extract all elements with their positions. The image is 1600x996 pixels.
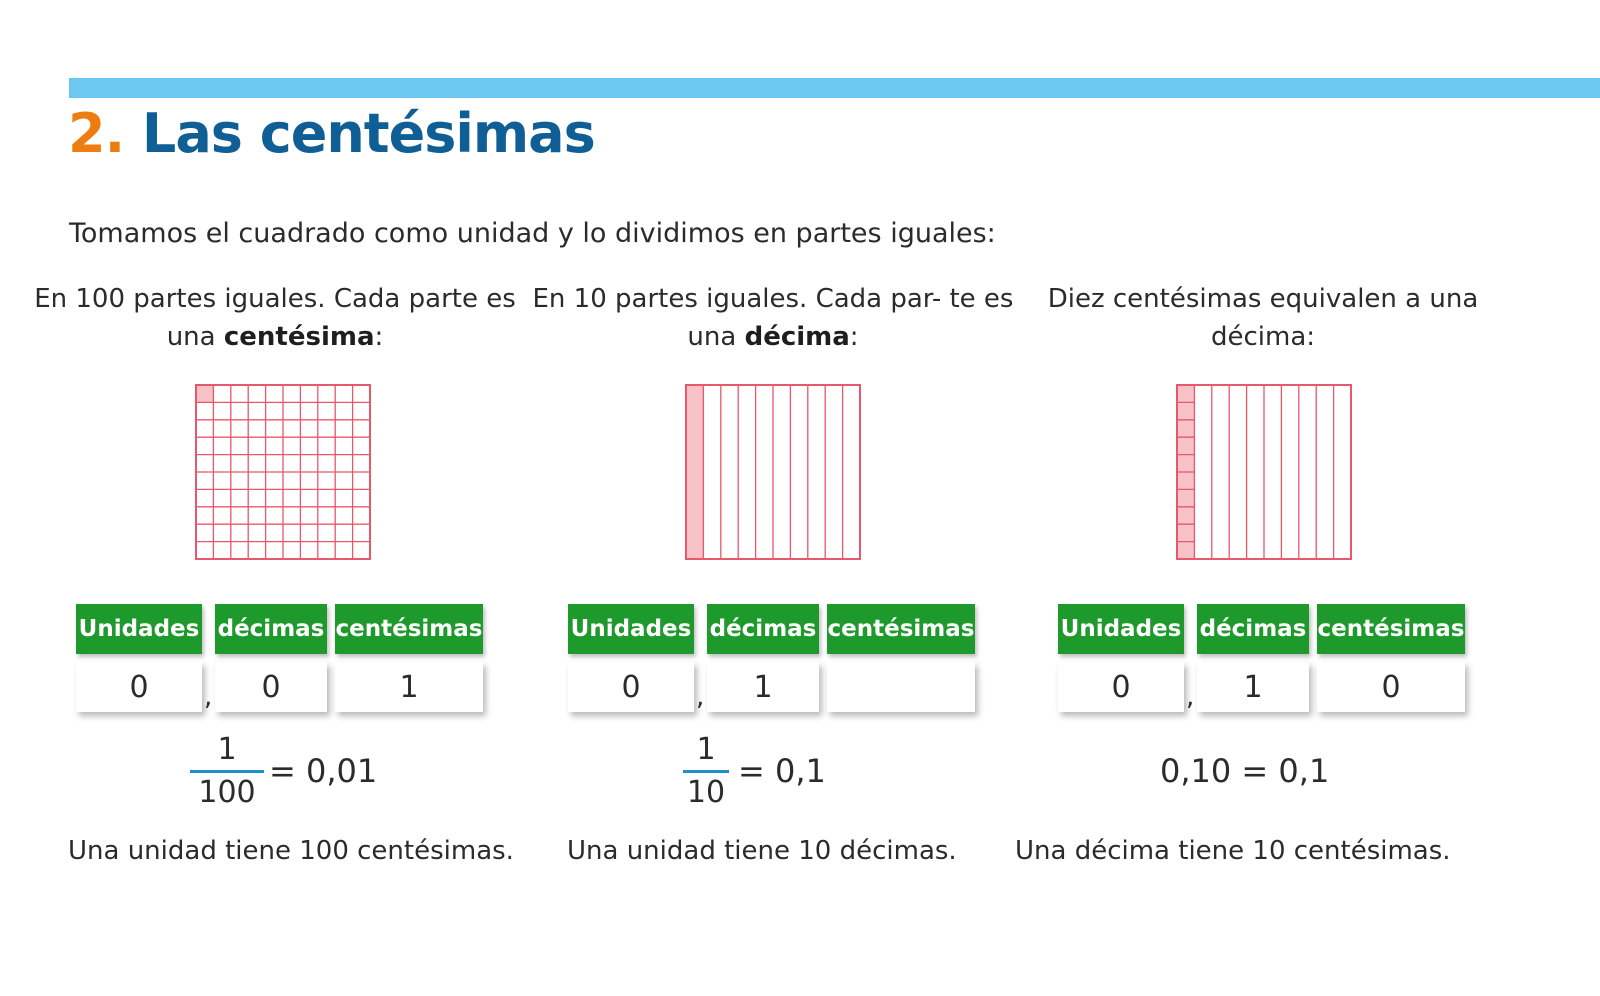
- decimal-comma: ,: [696, 682, 705, 712]
- caption-bold-term: décima: [744, 322, 850, 352]
- shaded-hundredth: [196, 385, 214, 403]
- tenths-square-grid: [685, 384, 861, 560]
- value-centesimas: 1: [335, 662, 483, 712]
- decimal-comma: ,: [1186, 682, 1195, 712]
- value-decimas: 1: [1197, 662, 1309, 712]
- column-caption: En 10 partes iguales. Cada par- te es un…: [528, 280, 1018, 360]
- column-caption: Diez centésimas equivalen a una décima:: [1018, 280, 1508, 360]
- fraction-bar: [190, 770, 264, 773]
- column-footer: Una unidad tiene 100 centésimas.: [68, 836, 514, 866]
- header-centesimas: centésimas: [827, 604, 975, 654]
- caption-text: En 10 partes iguales. Cada par- te es un…: [532, 284, 1014, 352]
- value-decimas: 1: [707, 662, 819, 712]
- fraction-denominator: 100: [198, 775, 256, 810]
- value-unidades: 0: [1058, 662, 1184, 712]
- header-unidades: Unidades: [76, 604, 202, 654]
- caption-bold-term: centésima: [223, 322, 375, 352]
- header-unidades: Unidades: [568, 604, 694, 654]
- grid-border: [195, 384, 371, 560]
- column-hundredth: En 100 partes iguales. Cada parte es una…: [30, 280, 520, 866]
- column-footer: Una décima tiene 10 centésimas.: [1015, 836, 1451, 866]
- fraction-bar: [683, 770, 729, 773]
- section-title: 2. Las centésimas: [68, 101, 596, 167]
- place-value-table: Unidades décimas centésimas 0 , 1 0: [1058, 604, 1478, 724]
- place-value-table: Unidades décimas centésimas 0 , 0 1: [76, 604, 496, 724]
- caption-text: Diez centésimas equivalen a una décima:: [1047, 284, 1479, 352]
- header-decimas: décimas: [707, 604, 819, 654]
- column-equivalence: Diez centésimas equivalen a una décima: …: [1015, 280, 1508, 866]
- fraction-denominator: 10: [686, 775, 726, 810]
- tenth-hundredths-grid: [1176, 384, 1352, 560]
- section-accent-bar: [69, 78, 1600, 98]
- equation: 1 100 = 0,01: [30, 732, 520, 822]
- section-number: 2.: [68, 102, 125, 165]
- equation: 1 10 = 0,1: [528, 732, 1018, 822]
- equation: 0,10 = 0,1: [1018, 732, 1508, 822]
- value-centesimas: [827, 662, 975, 712]
- section-title-text: Las centésimas: [141, 102, 596, 165]
- fraction: 1 100: [190, 732, 264, 811]
- equation-result: = 0,01: [269, 752, 378, 790]
- header-centesimas: centésimas: [335, 604, 483, 654]
- grid-border: [1176, 384, 1352, 560]
- column-tenth: En 10 partes iguales. Cada par- te es un…: [528, 280, 1018, 866]
- fraction-numerator: 1: [696, 732, 716, 767]
- header-decimas: décimas: [1197, 604, 1309, 654]
- grid-border: [685, 384, 861, 560]
- header-centesimas: centésimas: [1317, 604, 1465, 654]
- caption-text: En 100 partes iguales. Cada parte es una: [34, 284, 516, 352]
- decimal-comma: ,: [204, 682, 213, 712]
- header-unidades: Unidades: [1058, 604, 1184, 654]
- value-centesimas: 0: [1317, 662, 1465, 712]
- value-decimas: 0: [215, 662, 327, 712]
- place-value-table: Unidades décimas centésimas 0 , 1: [568, 604, 988, 724]
- fraction-numerator: 1: [217, 732, 237, 767]
- caption-colon: :: [374, 322, 384, 352]
- header-decimas: décimas: [215, 604, 327, 654]
- column-caption: En 100 partes iguales. Cada parte es una…: [30, 280, 520, 360]
- equation-result: 0,10 = 0,1: [1160, 752, 1330, 790]
- value-unidades: 0: [76, 662, 202, 712]
- equation-result: = 0,1: [738, 752, 826, 790]
- caption-colon: :: [849, 322, 859, 352]
- value-unidades: 0: [568, 662, 694, 712]
- hundred-square-grid: [195, 384, 371, 560]
- intro-text: Tomamos el cuadrado como unidad y lo div…: [69, 218, 996, 249]
- column-footer: Una unidad tiene 10 décimas.: [567, 836, 957, 866]
- fraction: 1 10: [683, 732, 729, 811]
- shaded-tenth: [686, 385, 704, 559]
